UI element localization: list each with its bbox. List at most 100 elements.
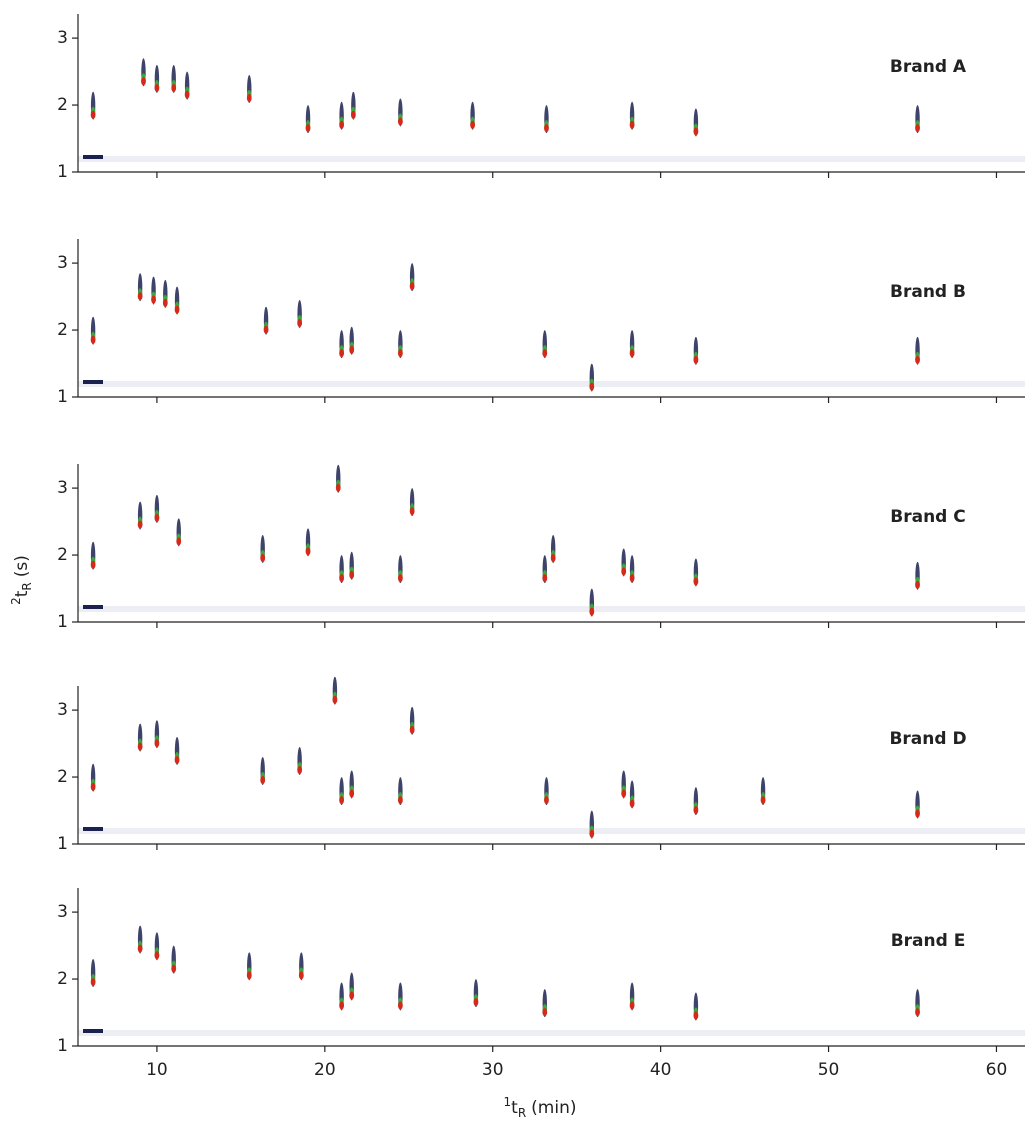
peak	[247, 75, 252, 103]
y-tick-label: 3	[57, 478, 68, 498]
peak	[306, 528, 311, 556]
peak-core	[630, 799, 635, 807]
peak	[185, 72, 190, 100]
panel-label: Brand C	[890, 507, 965, 527]
peak	[332, 677, 337, 705]
peak	[155, 495, 160, 523]
peak-core	[306, 124, 311, 132]
peak	[630, 555, 635, 583]
peak	[694, 108, 699, 136]
peak-core	[915, 356, 920, 364]
y-tick-label: 2	[57, 767, 68, 787]
peak	[138, 502, 143, 530]
peak	[474, 979, 479, 1007]
peak-core	[589, 383, 594, 391]
peak-core	[339, 1001, 344, 1009]
peak-core	[339, 349, 344, 357]
y-tick-label: 3	[57, 28, 68, 48]
y-tick-label: 2	[57, 969, 68, 989]
peak-core	[299, 971, 304, 979]
peak	[398, 330, 403, 358]
panel-label: Brand B	[890, 282, 966, 302]
peak	[155, 65, 160, 93]
peak-core	[297, 766, 302, 774]
panel-label: Brand D	[889, 729, 966, 749]
peak-core	[542, 1008, 547, 1016]
peak-core	[542, 349, 547, 357]
peak	[915, 105, 920, 133]
peak	[589, 811, 594, 839]
peak	[339, 102, 344, 130]
x-tick-label: 60	[986, 1060, 1008, 1080]
peak-core	[339, 574, 344, 582]
peak-core	[398, 1001, 403, 1009]
peak	[621, 548, 626, 576]
peak	[410, 263, 415, 291]
peak	[155, 720, 160, 748]
peak-core	[410, 507, 415, 515]
peak-core	[398, 117, 403, 125]
peak	[349, 972, 354, 1000]
peak-core	[630, 574, 635, 582]
peak	[694, 787, 699, 815]
column-bleed	[83, 1029, 103, 1033]
y-tick-label: 2	[57, 95, 68, 115]
peak	[621, 770, 626, 798]
peak	[339, 982, 344, 1010]
y-tick-label: 2	[57, 320, 68, 340]
peak-core	[349, 571, 354, 579]
peak	[247, 952, 252, 980]
peak-core	[915, 1008, 920, 1016]
peak-core	[621, 789, 626, 797]
peak-core	[247, 94, 252, 102]
peak	[630, 102, 635, 130]
peak-core	[171, 84, 176, 92]
baseline-streak	[78, 606, 1025, 612]
peak-core	[155, 514, 160, 522]
peak	[349, 327, 354, 355]
peak-core	[470, 121, 475, 129]
peak-core	[297, 319, 302, 327]
x-label-unit: (min)	[531, 1098, 576, 1118]
peak	[299, 952, 304, 980]
peak	[915, 791, 920, 819]
chart: 2tR(s) 1tR(min) 123Brand A123Brand B123B…	[0, 0, 1027, 1124]
peak	[542, 989, 547, 1017]
peak	[470, 102, 475, 130]
peak-core	[410, 726, 415, 734]
peak	[339, 777, 344, 805]
peak	[260, 535, 265, 563]
peak-core	[141, 77, 146, 85]
peak-core	[694, 806, 699, 814]
peak-core	[151, 296, 156, 304]
peak	[630, 982, 635, 1010]
x-tick-label: 20	[314, 1060, 336, 1080]
y-label-unit: (s)	[12, 555, 32, 577]
peak	[349, 770, 354, 798]
peak	[138, 273, 143, 301]
peak-core	[306, 547, 311, 555]
peak-core	[171, 965, 176, 973]
peak-core	[176, 537, 181, 545]
y-tick-label: 1	[57, 612, 68, 632]
peak-core	[91, 978, 96, 986]
column-bleed	[83, 380, 103, 384]
peak	[349, 552, 354, 580]
peak-core	[915, 810, 920, 818]
peak-core	[915, 581, 920, 589]
peak	[155, 932, 160, 960]
peak	[351, 92, 356, 120]
peak	[410, 488, 415, 516]
x-label-sup: 1	[504, 1095, 512, 1109]
baseline-streak	[78, 381, 1025, 387]
peak-core	[694, 1012, 699, 1020]
peak	[171, 946, 176, 974]
peak-core	[336, 484, 341, 492]
peak	[339, 555, 344, 583]
peak-core	[138, 292, 143, 300]
peak	[551, 535, 556, 563]
peak-core	[339, 121, 344, 129]
peak	[91, 959, 96, 987]
baseline-streak	[78, 1030, 1025, 1036]
x-label-sub: R	[518, 1106, 526, 1120]
